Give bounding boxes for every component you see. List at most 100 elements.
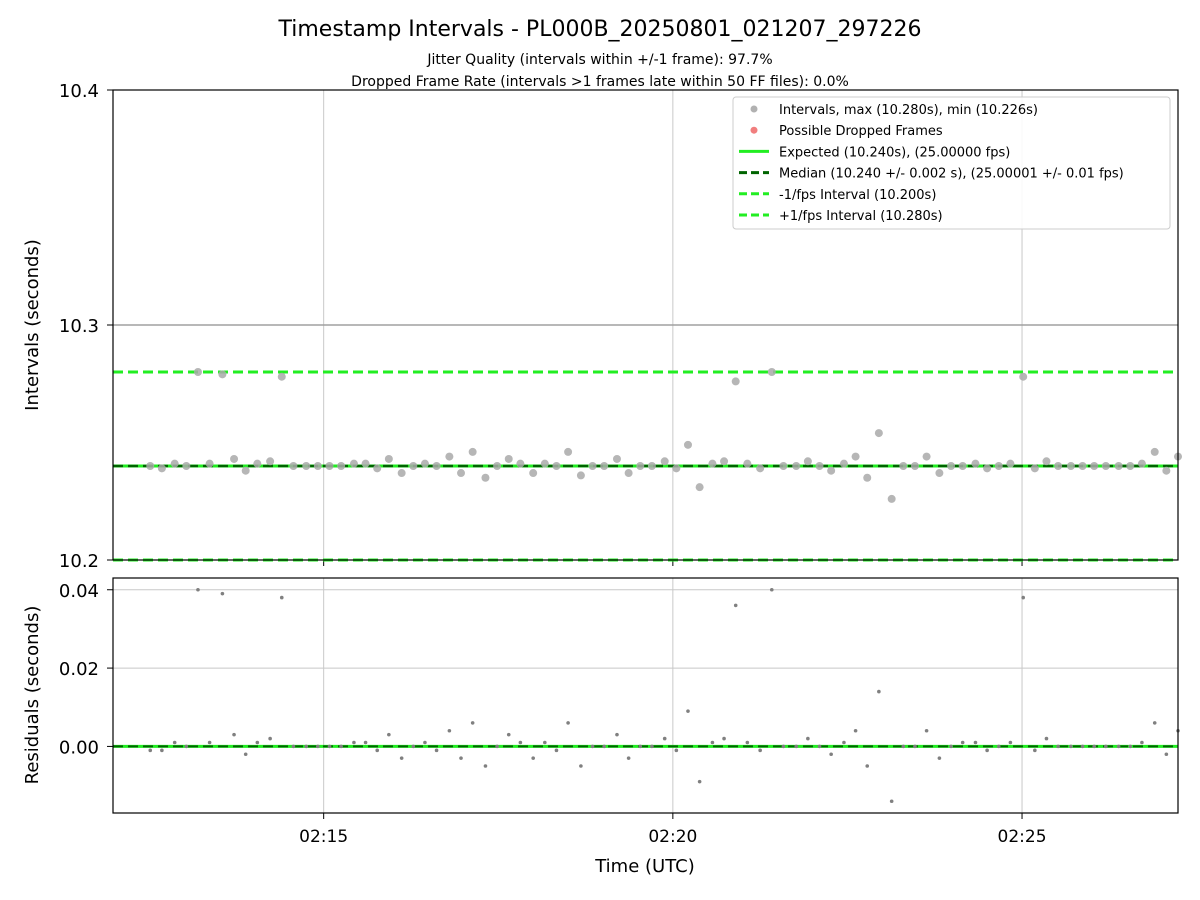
interval-point [266, 457, 275, 466]
residuals-plot-frame [112, 577, 1179, 814]
interval-point [182, 462, 191, 470]
interval-point [313, 462, 322, 470]
legend-entry: Expected (10.240s), (25.00000 fps) [779, 145, 1010, 160]
residual-point [769, 587, 774, 592]
residual-point [662, 736, 667, 741]
interval-point [420, 459, 429, 468]
interval-point [1150, 447, 1159, 456]
y-tick-label-top: 10.4 [59, 81, 99, 102]
residual-point [375, 748, 380, 753]
interval-point [529, 469, 538, 478]
legend-box [732, 96, 1171, 230]
residual-point [650, 744, 654, 749]
residuals-plot: 02:15 02:20 02:25 0.00 0.02 0.04 [59, 577, 1180, 847]
residual-point [590, 744, 595, 749]
residual-point [722, 736, 726, 741]
residual-point [985, 748, 989, 753]
residual-point [304, 744, 309, 749]
interval-point [493, 462, 502, 470]
dropped-frame-subtitle: Dropped Frame Rate (intervals >1 frames … [351, 74, 849, 90]
interval-point [1101, 462, 1110, 470]
interval-point [971, 459, 980, 468]
residual-point [697, 779, 702, 784]
interval-point [302, 462, 311, 470]
residual-point [387, 732, 391, 737]
interval-point [157, 464, 166, 473]
x-tick-label: 02:25 [998, 827, 1047, 847]
interval-point [958, 462, 967, 470]
residual-point [602, 744, 606, 749]
legend-entry: -1/fps Interval (10.200s) [779, 188, 936, 203]
intervals-y-axis-label: Intervals (seconds) [22, 239, 43, 411]
interval-point [756, 464, 765, 473]
residual-point [279, 595, 284, 600]
interval-point [1066, 462, 1075, 470]
interval-point [457, 469, 466, 478]
residual-point [842, 740, 846, 745]
residual-point [579, 764, 583, 768]
residual-point [1021, 595, 1025, 600]
residual-point [949, 744, 953, 749]
interval-point [481, 473, 490, 482]
interval-point [230, 454, 239, 463]
residual-point [973, 740, 978, 745]
interval-point [445, 452, 454, 461]
x-tick-label: 02:20 [648, 827, 697, 847]
interval-point [660, 457, 669, 466]
y-tick-label-bottom: 0.02 [59, 659, 99, 680]
interval-point [815, 462, 824, 470]
interval-point [624, 469, 633, 478]
residual-point [268, 736, 272, 741]
residual-point [352, 740, 356, 745]
interval-point [672, 464, 681, 473]
residual-point [495, 744, 499, 749]
y-tick-label-bottom: 0.04 [59, 581, 99, 602]
interval-point [874, 429, 883, 438]
residual-point [626, 756, 631, 760]
interval-point [241, 466, 250, 475]
interval-point [146, 462, 155, 470]
interval-point [588, 462, 597, 470]
interval-point [899, 462, 908, 470]
interval-point [600, 462, 609, 470]
interval-point [708, 459, 717, 468]
residual-point [1044, 736, 1049, 741]
chart-title: Timestamp Intervals - PL000B_20250801_02… [278, 17, 922, 42]
interval-point [683, 440, 692, 449]
residual-point [733, 603, 738, 608]
interval-point [779, 462, 788, 470]
residual-point [829, 752, 833, 757]
residual-point [1128, 744, 1133, 749]
residual-point [411, 744, 416, 749]
interval-point [289, 462, 298, 470]
interval-point [193, 368, 202, 376]
residual-point [434, 748, 439, 753]
residual-point [794, 744, 799, 749]
residual-point [1164, 752, 1169, 757]
interval-point [1162, 466, 1171, 475]
interval-point [636, 462, 645, 470]
y-tick-label-bottom: 0.00 [59, 737, 99, 758]
jitter-quality-subtitle: Jitter Quality (intervals within +/-1 fr… [426, 52, 772, 68]
residual-point [327, 744, 332, 749]
interval-point [1006, 459, 1015, 468]
residual-point [447, 728, 452, 733]
legend: Intervals, max (10.280s), min (10.226s) P… [732, 96, 1171, 230]
interval-point [384, 454, 393, 463]
residual-point [531, 756, 535, 760]
interval-point [409, 462, 418, 470]
interval-point [731, 377, 740, 386]
residual-point [901, 744, 906, 749]
interval-point [935, 469, 944, 478]
legend-entry: Median (10.240 +/- 0.002 s), (25.00001 +… [779, 167, 1124, 182]
interval-point [1054, 462, 1063, 470]
residual-point [506, 732, 511, 737]
interval-point [947, 462, 956, 470]
residual-point [316, 744, 320, 749]
interval-point [337, 462, 346, 470]
residual-point [148, 748, 153, 753]
interval-point [373, 464, 382, 473]
interval-point [468, 447, 477, 456]
interval-point [1030, 464, 1039, 473]
residual-point [232, 732, 236, 737]
